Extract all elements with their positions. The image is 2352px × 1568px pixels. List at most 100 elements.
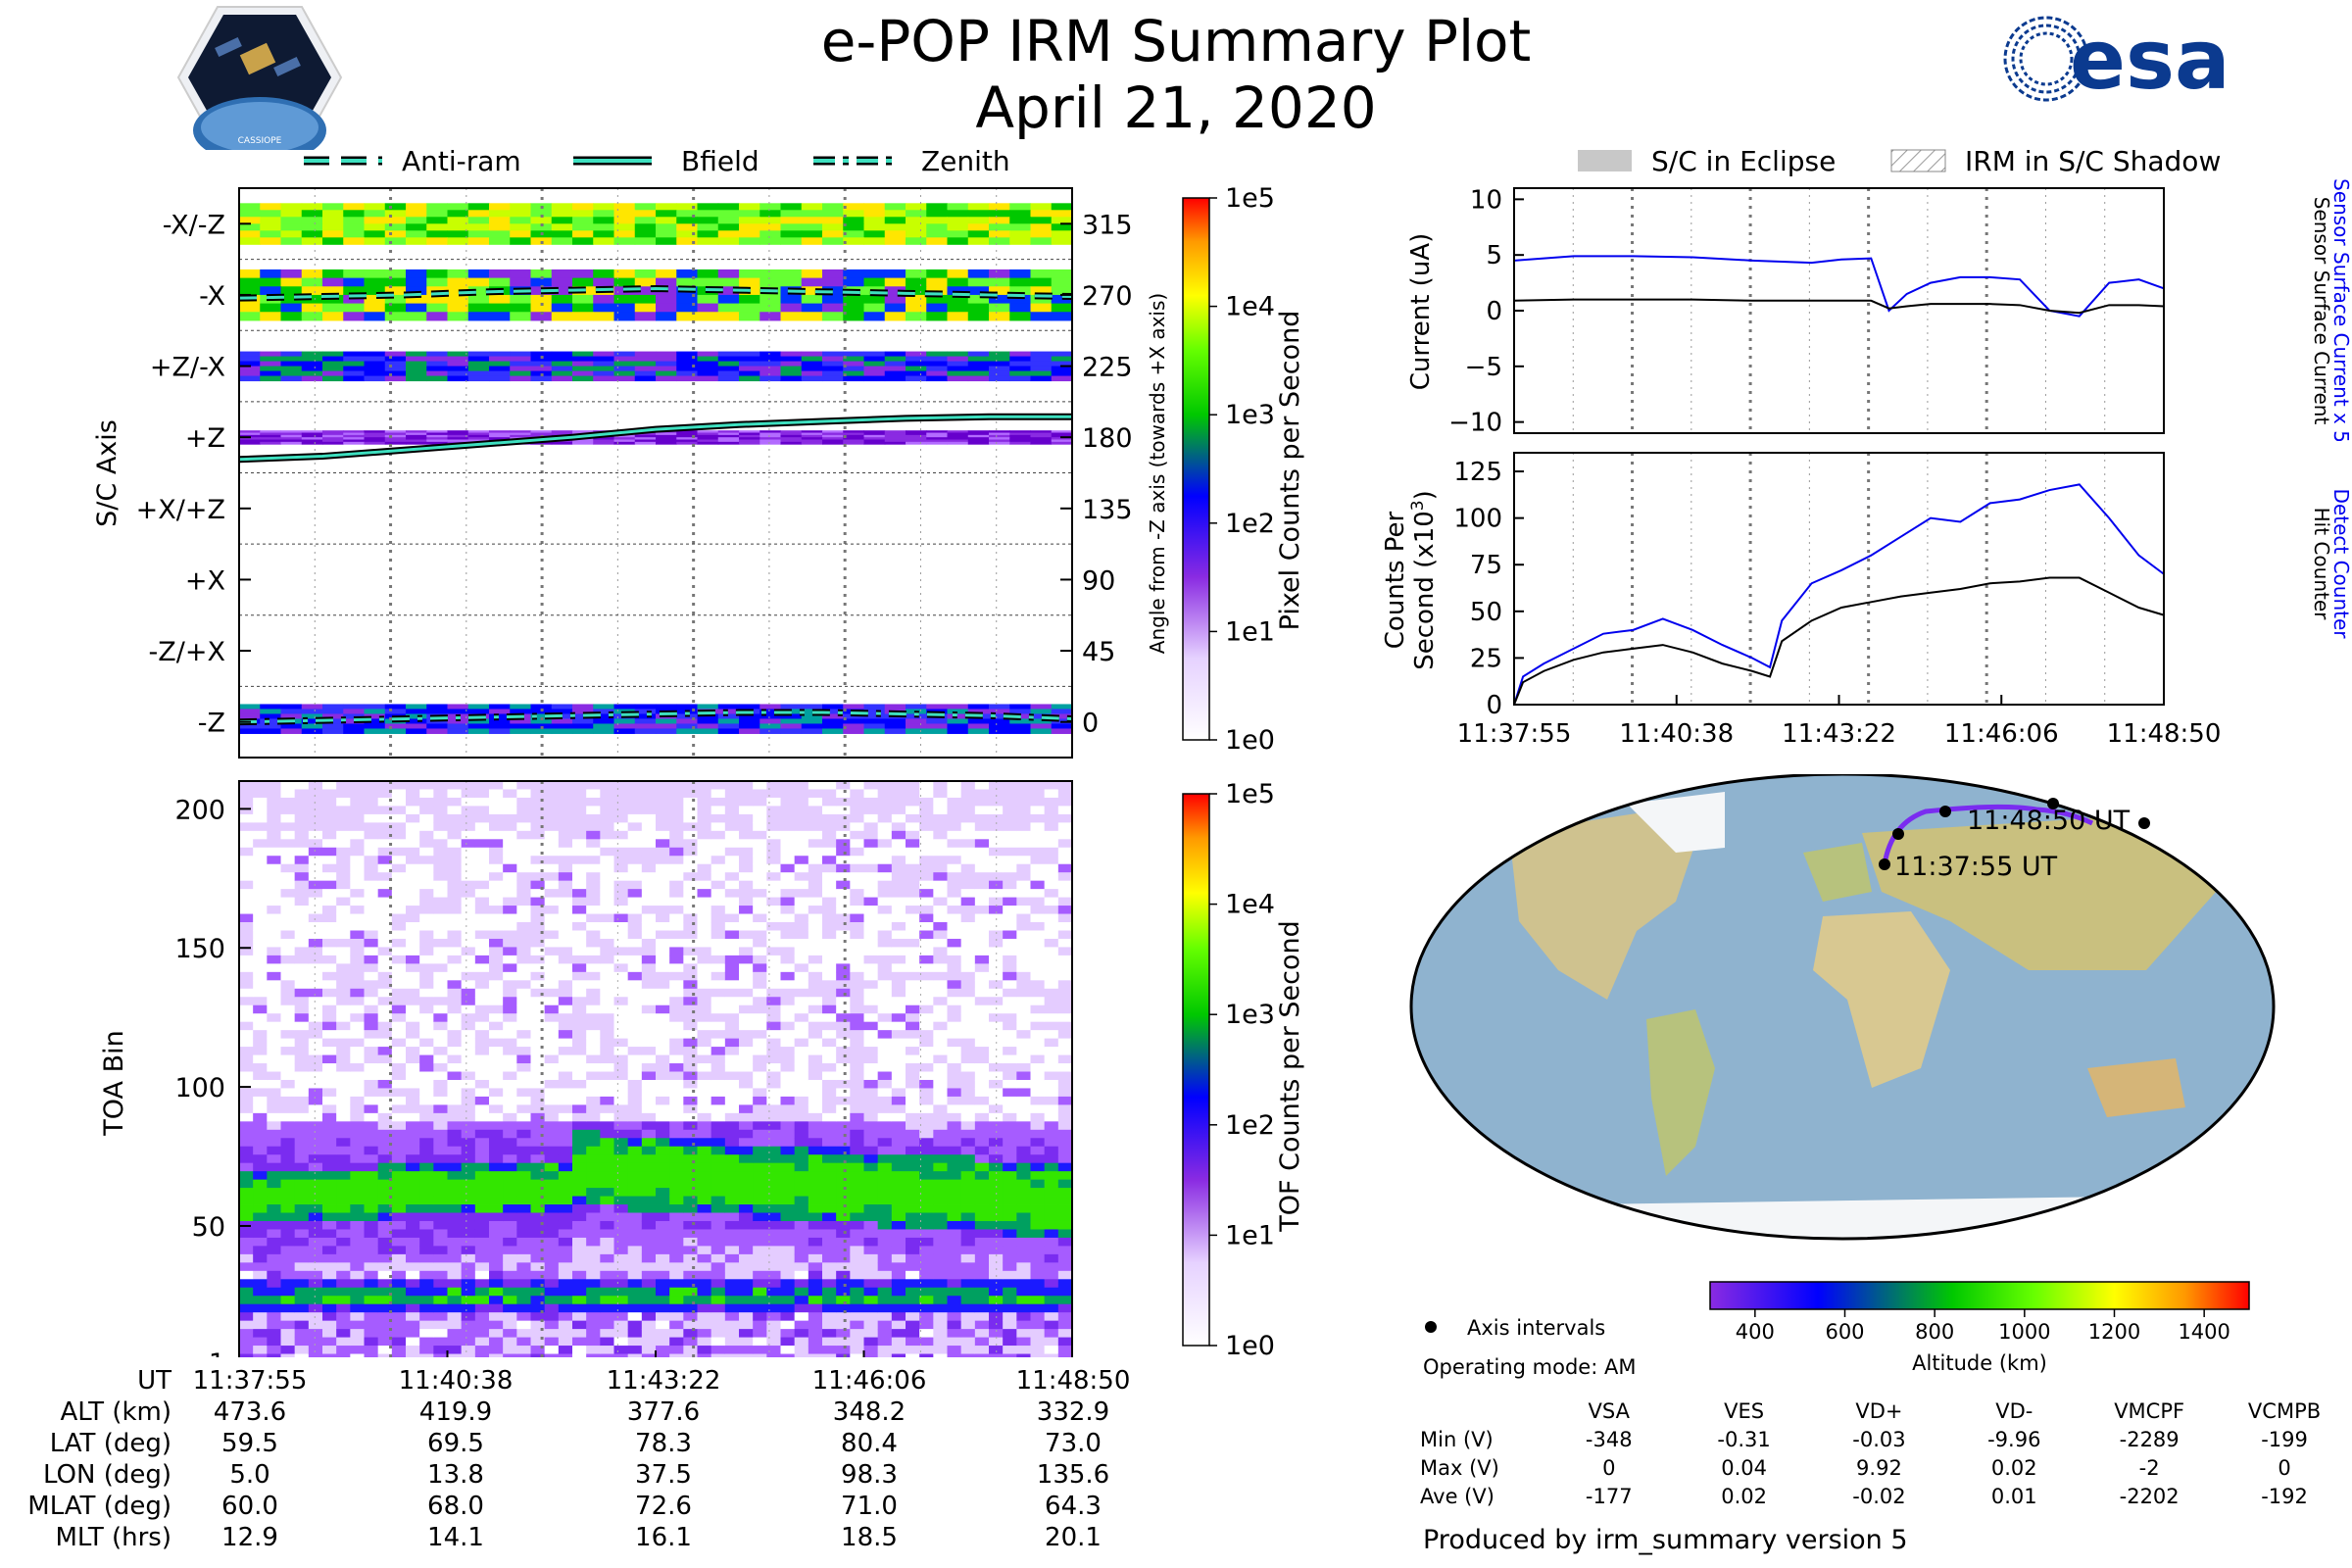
tof-cell bbox=[530, 1204, 546, 1213]
tof-cell bbox=[600, 1096, 614, 1105]
tof-cell bbox=[724, 1346, 740, 1354]
tof-cell bbox=[656, 1030, 670, 1040]
tof-cell bbox=[656, 1004, 670, 1014]
pixel-cell bbox=[717, 439, 740, 443]
tof-cell bbox=[683, 1246, 698, 1255]
tof-cell bbox=[710, 1146, 726, 1155]
pixel-cell bbox=[322, 713, 344, 719]
tof-cell bbox=[808, 1096, 823, 1105]
pixel-cell bbox=[843, 356, 864, 363]
tof-cell bbox=[489, 1279, 504, 1289]
tof-cell bbox=[558, 938, 573, 948]
tof-cell bbox=[267, 963, 281, 973]
tof-cell bbox=[308, 1021, 323, 1031]
tof-cell bbox=[350, 822, 365, 832]
pixel-cell bbox=[301, 434, 323, 438]
tof-cell bbox=[753, 1038, 767, 1048]
tof-cell bbox=[544, 1138, 560, 1148]
tof-cell bbox=[280, 1146, 296, 1155]
tof-cell bbox=[294, 1013, 310, 1023]
tof-cell bbox=[724, 1138, 740, 1148]
tof-cell bbox=[572, 1346, 587, 1354]
tof-cell bbox=[433, 938, 448, 948]
pixel-cell bbox=[467, 223, 490, 231]
tof-cell bbox=[739, 971, 754, 981]
tof-cell bbox=[280, 1004, 296, 1014]
tof-cell bbox=[558, 1054, 573, 1064]
pixel-cell bbox=[343, 286, 365, 296]
tof-cell bbox=[822, 1063, 837, 1072]
tof-cell bbox=[669, 906, 684, 914]
tof-cell bbox=[489, 1179, 504, 1189]
tof-cell bbox=[447, 955, 463, 964]
tof-cell bbox=[558, 1146, 573, 1155]
tof-cell bbox=[627, 781, 643, 790]
tof-cell bbox=[808, 1146, 823, 1155]
tof-cell bbox=[558, 1021, 573, 1031]
pixel-cell bbox=[406, 351, 427, 358]
tof-cell bbox=[877, 1188, 893, 1197]
tof-cell bbox=[919, 1054, 934, 1064]
tof-cell bbox=[239, 847, 254, 857]
tof-cell bbox=[391, 1071, 407, 1081]
tof-cell bbox=[669, 856, 684, 865]
tof-cell bbox=[530, 1320, 546, 1330]
tof-cell bbox=[586, 1154, 601, 1164]
pixel-cell bbox=[697, 303, 719, 313]
tof-cell bbox=[239, 781, 254, 790]
tof-cell bbox=[794, 1047, 809, 1055]
tof-cell bbox=[960, 1188, 976, 1197]
tof-cell bbox=[364, 963, 379, 973]
tof-cell bbox=[391, 1138, 407, 1148]
tof-cell bbox=[350, 963, 365, 973]
tof-cell bbox=[406, 789, 420, 799]
tof-cell bbox=[697, 1329, 712, 1338]
tof-cell bbox=[641, 863, 657, 873]
tof-cell bbox=[600, 1237, 614, 1247]
tof-cell bbox=[447, 1063, 463, 1072]
tof-cell bbox=[267, 856, 281, 865]
tof-cell bbox=[822, 1013, 837, 1023]
tof-cell bbox=[919, 1154, 934, 1164]
tof-cell bbox=[350, 889, 365, 898]
tof-cell bbox=[753, 1071, 767, 1081]
tof-cell bbox=[808, 1071, 823, 1081]
tof-cell bbox=[891, 1262, 906, 1272]
tof-cell bbox=[406, 930, 420, 940]
tof-cell bbox=[586, 1329, 601, 1338]
pixel-cell bbox=[426, 441, 448, 445]
pixel-cell bbox=[467, 351, 490, 358]
tof-cell bbox=[516, 1204, 531, 1213]
pixel-cell bbox=[967, 439, 990, 443]
tof-cell bbox=[808, 872, 823, 882]
tof-cell bbox=[808, 913, 823, 923]
tof-cell bbox=[766, 906, 781, 914]
tof-cell bbox=[794, 1054, 809, 1064]
tof-cell bbox=[391, 1162, 407, 1172]
tof-cell bbox=[350, 1220, 365, 1230]
tof-cell bbox=[433, 963, 448, 973]
tof-cell bbox=[447, 822, 463, 832]
pixel-cell bbox=[593, 303, 614, 313]
tof-cell bbox=[710, 906, 726, 914]
tof-cell bbox=[710, 1121, 726, 1131]
tof-cell bbox=[808, 947, 823, 956]
tof-cell bbox=[613, 797, 629, 807]
tof-cell bbox=[308, 1129, 323, 1139]
tof-cell bbox=[697, 1121, 712, 1131]
tof-cell bbox=[391, 1312, 407, 1322]
pixel-cell bbox=[676, 728, 698, 734]
pixel-cell bbox=[1030, 723, 1053, 729]
tof-cell bbox=[836, 1296, 851, 1305]
pixel-cell bbox=[906, 210, 927, 218]
tof-cell bbox=[419, 1329, 434, 1338]
tof-cell bbox=[836, 1279, 851, 1289]
tof-cell bbox=[586, 1212, 601, 1222]
tof-cell bbox=[613, 847, 629, 857]
tof-cell bbox=[683, 1004, 698, 1014]
tof-cell bbox=[877, 822, 893, 832]
tof-cell bbox=[377, 913, 393, 923]
tof-cell bbox=[364, 1138, 379, 1148]
tof-cell bbox=[710, 813, 726, 823]
tof-cell bbox=[474, 897, 490, 906]
